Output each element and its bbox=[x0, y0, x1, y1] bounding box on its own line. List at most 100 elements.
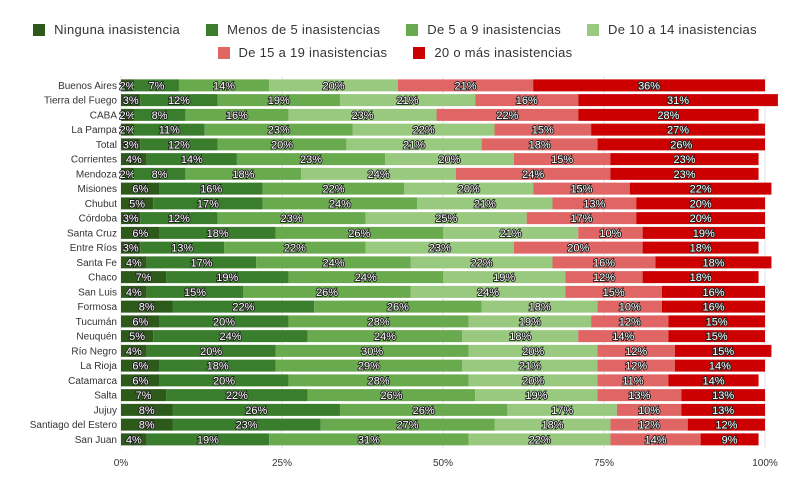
legend-item: De 15 a 19 inasistencias bbox=[217, 45, 388, 60]
bar-segment bbox=[597, 389, 682, 402]
data-label: 10% bbox=[599, 228, 621, 240]
bar-segment bbox=[642, 271, 759, 284]
bar-segment bbox=[700, 433, 759, 446]
data-label: 10% bbox=[619, 302, 641, 314]
data-label: 22% bbox=[413, 125, 435, 137]
bar-segment bbox=[159, 315, 289, 328]
bar-segment bbox=[121, 153, 147, 166]
bar-segment bbox=[121, 359, 160, 372]
data-label: 24% bbox=[374, 331, 396, 343]
bar-segment bbox=[185, 108, 289, 121]
legend-swatch bbox=[217, 46, 230, 59]
data-label: 21% bbox=[500, 228, 522, 240]
bar-segment bbox=[513, 153, 611, 166]
data-label: 22% bbox=[496, 110, 518, 122]
data-label: 20% bbox=[200, 346, 222, 358]
data-label: 8% bbox=[152, 110, 168, 122]
legend-row-2: De 15 a 19 inasistencias 20 o más inasis… bbox=[0, 43, 790, 62]
bar-segment bbox=[262, 182, 405, 195]
data-label: 13% bbox=[171, 243, 193, 255]
data-label: 26% bbox=[413, 405, 435, 417]
bar-segment bbox=[133, 123, 205, 136]
data-label: 15% bbox=[706, 331, 728, 343]
bar-segment bbox=[655, 256, 772, 269]
bar-segment bbox=[417, 197, 553, 210]
bar-segment bbox=[462, 359, 598, 372]
data-label: 13% bbox=[712, 405, 734, 417]
bar-segment bbox=[121, 418, 173, 431]
data-label: 21% bbox=[403, 139, 425, 151]
category-label: Santa Fe bbox=[76, 258, 117, 269]
bar-segment bbox=[275, 359, 463, 372]
data-label: 26% bbox=[348, 228, 370, 240]
data-label: 4% bbox=[126, 346, 142, 358]
bar-segment bbox=[443, 226, 579, 239]
bar-segment bbox=[681, 403, 765, 416]
data-label: 12% bbox=[625, 361, 647, 373]
bar-segment bbox=[661, 300, 765, 313]
category-label: Salta bbox=[94, 391, 117, 402]
bar-segment bbox=[681, 389, 765, 402]
data-label: 9% bbox=[722, 434, 738, 446]
data-label: 16% bbox=[702, 287, 724, 299]
x-tick-label: 50% bbox=[433, 458, 453, 469]
data-label: 8% bbox=[139, 302, 155, 314]
data-label: 20% bbox=[690, 213, 712, 225]
category-label: Corrientes bbox=[71, 155, 117, 166]
legend-swatch bbox=[206, 23, 219, 36]
bar-segment bbox=[121, 433, 147, 446]
data-label: 14% bbox=[709, 361, 731, 373]
legend-label: De 10 a 14 inasistencias bbox=[608, 22, 757, 37]
data-label: 22% bbox=[284, 243, 306, 255]
data-label: 19% bbox=[519, 316, 541, 328]
bar-segment bbox=[397, 79, 534, 92]
bar-segment bbox=[159, 374, 289, 387]
bar-segment bbox=[578, 226, 643, 239]
bar-segment bbox=[185, 167, 302, 180]
data-label: 15% bbox=[603, 287, 625, 299]
data-label: 17% bbox=[197, 198, 219, 210]
bar-segment bbox=[217, 212, 366, 225]
category-label: Formosa bbox=[78, 302, 118, 313]
data-label: 19% bbox=[493, 272, 515, 284]
data-label: 26% bbox=[316, 287, 338, 299]
bar-segment bbox=[307, 389, 476, 402]
bar-segment bbox=[642, 226, 765, 239]
data-label: 7% bbox=[136, 390, 152, 402]
data-label: 18% bbox=[232, 169, 254, 181]
bar-segment bbox=[455, 167, 611, 180]
category-label: Tierra del Fuego bbox=[44, 96, 117, 107]
category-label: Jujuy bbox=[94, 405, 117, 416]
data-label: 21% bbox=[474, 198, 496, 210]
bar-segment bbox=[616, 403, 682, 416]
bar-segment bbox=[314, 300, 482, 313]
legend-label: 20 o más inasistencias bbox=[434, 45, 573, 60]
data-label: 18% bbox=[690, 272, 712, 284]
data-label: 14% bbox=[612, 331, 634, 343]
data-label: 4% bbox=[126, 287, 142, 299]
data-label: 18% bbox=[207, 361, 229, 373]
bar-segment bbox=[475, 389, 598, 402]
data-label: 16% bbox=[200, 184, 222, 196]
data-label: 28% bbox=[368, 375, 390, 387]
data-label: 18% bbox=[207, 228, 229, 240]
bar-segment bbox=[121, 197, 154, 210]
bar-segment bbox=[146, 433, 270, 446]
bar-segment bbox=[121, 212, 141, 225]
category-label: La Rioja bbox=[80, 361, 117, 372]
data-label: 12% bbox=[619, 316, 641, 328]
data-label: 7% bbox=[148, 80, 164, 92]
data-label: 5% bbox=[129, 331, 145, 343]
data-label: 24% bbox=[477, 287, 499, 299]
data-label: 29% bbox=[358, 361, 380, 373]
data-label: 20% bbox=[213, 375, 235, 387]
bar-segment bbox=[153, 197, 263, 210]
data-label: 13% bbox=[583, 198, 605, 210]
bar-segment bbox=[552, 197, 637, 210]
bar-segment bbox=[610, 153, 759, 166]
data-label: 17% bbox=[190, 257, 212, 269]
data-label: 5% bbox=[129, 198, 145, 210]
data-label: 15% bbox=[570, 184, 592, 196]
bar-segment bbox=[121, 241, 141, 254]
